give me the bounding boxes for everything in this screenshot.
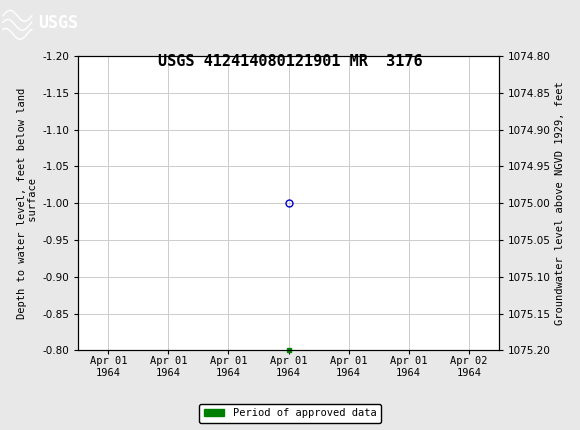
Text: USGS: USGS	[38, 14, 78, 31]
Y-axis label: Groundwater level above NGVD 1929, feet: Groundwater level above NGVD 1929, feet	[555, 81, 565, 325]
Text: USGS 412414080121901 MR  3176: USGS 412414080121901 MR 3176	[158, 54, 422, 69]
Y-axis label: Depth to water level, feet below land
 surface: Depth to water level, feet below land su…	[16, 88, 38, 319]
Legend: Period of approved data: Period of approved data	[200, 404, 380, 423]
